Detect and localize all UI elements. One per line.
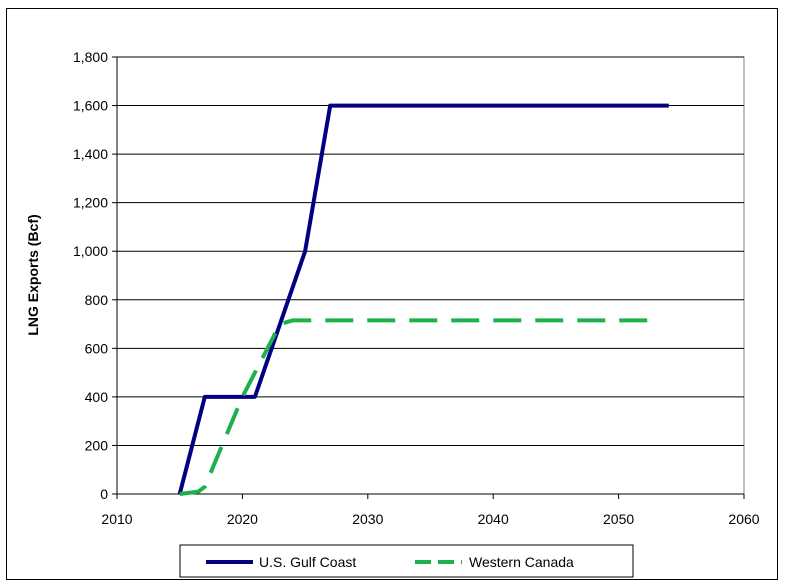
x-tick-label-2010: 2010: [101, 511, 132, 527]
y-tick-label-400: 400: [85, 389, 109, 405]
y-axis-ticks: 0 200 400 600 800 1,000 1,200 1,400 1,600 1,800: [73, 49, 117, 502]
y-axis-title: LNG Exports (Bcf): [25, 214, 41, 335]
legend-box: [179, 544, 634, 578]
x-axis-ticks: 2010 2020 2030 2040 2050 2060: [101, 494, 760, 527]
legend-label-western-canada: Western Canada: [469, 554, 574, 570]
x-tick-label-2030: 2030: [352, 511, 383, 527]
y-tick-label-200: 200: [85, 437, 109, 453]
y-tick-label-1400: 1,400: [73, 146, 108, 162]
y-tick-label-1600: 1,600: [73, 98, 108, 114]
y-tick-label-0: 0: [100, 486, 108, 502]
legend: U.S. Gulf Coast Western Canada: [179, 544, 634, 578]
series-line-western-canada: [179, 318, 657, 496]
x-tick-label-2020: 2020: [227, 511, 258, 527]
y-tick-label-1200: 1,200: [73, 195, 108, 211]
y-tick-label-1800: 1,800: [73, 49, 108, 65]
x-tick-label-2050: 2050: [603, 511, 634, 527]
x-tick-label-2060: 2060: [728, 511, 759, 527]
legend-items: U.S. Gulf Coast Western Canada: [206, 554, 574, 570]
legend-label-u-s-gulf-coast: U.S. Gulf Coast: [259, 554, 356, 570]
y-tick-label-1000: 1,000: [73, 243, 108, 259]
y-tick-label-600: 600: [85, 340, 109, 356]
series-layer: [177, 103, 669, 496]
x-tick-label-2040: 2040: [478, 511, 509, 527]
y-tick-label-800: 800: [85, 292, 109, 308]
series-line-u-s-gulf-coast: [177, 103, 669, 495]
plot-area: [116, 56, 745, 495]
